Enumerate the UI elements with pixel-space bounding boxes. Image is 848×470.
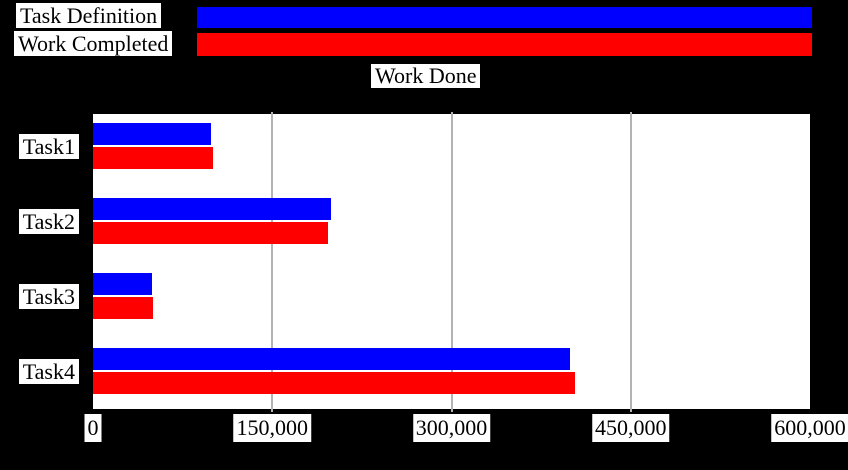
x-axis-tick-label-0: 0 xyxy=(84,414,102,442)
bar-task-definition-task1 xyxy=(93,123,212,145)
gridline-300000 xyxy=(450,112,453,412)
x-axis-tick-label-600000: 600,000 xyxy=(771,414,848,442)
y-axis-label-task2: Task2 xyxy=(18,209,79,234)
legend-label-work-completed: Work Completed xyxy=(14,31,173,56)
bar-task-definition-task3 xyxy=(93,273,152,295)
legend-swatch-task-definition xyxy=(197,7,812,28)
gridline-450000 xyxy=(629,112,632,412)
legend-swatch-work-completed xyxy=(197,33,812,56)
bar-work-completed-task4 xyxy=(93,372,575,394)
bar-task-definition-task4 xyxy=(93,348,570,370)
legend-label-task-definition: Task Definition xyxy=(16,3,162,28)
y-axis-label-task1: Task1 xyxy=(18,134,79,159)
bar-work-completed-task2 xyxy=(93,222,329,244)
gridline-150000 xyxy=(271,112,274,412)
chart-title: Work Done xyxy=(371,64,481,88)
x-axis-tick-label-150000: 150,000 xyxy=(233,414,311,442)
y-axis-label-task3: Task3 xyxy=(18,284,79,309)
x-axis-tick-label-450000: 450,000 xyxy=(592,414,670,442)
bar-work-completed-task1 xyxy=(93,147,213,169)
bar-work-completed-task3 xyxy=(93,297,153,319)
x-axis-tick-label-300000: 300,000 xyxy=(412,414,491,442)
y-axis-label-task4: Task4 xyxy=(18,359,79,384)
bar-task-definition-task2 xyxy=(93,198,331,220)
